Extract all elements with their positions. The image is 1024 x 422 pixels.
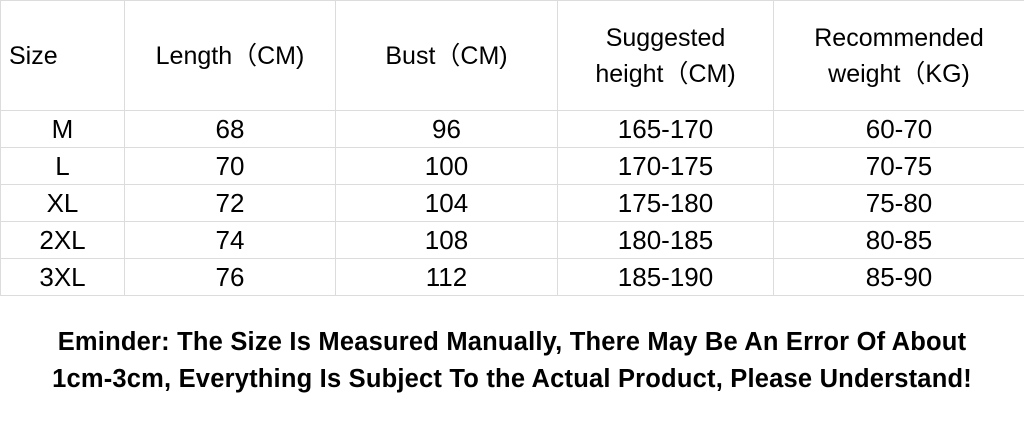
header-size: Size <box>0 0 125 111</box>
header-weight-line1: Recommended <box>814 23 984 52</box>
cell-weight: 85-90 <box>773 258 1024 296</box>
cell-bust: 100 <box>335 147 558 185</box>
table-row: 2XL 74 108 180-185 80-85 <box>0 221 1024 259</box>
table-row: M 68 96 165-170 60-70 <box>0 110 1024 148</box>
cell-bust: 112 <box>335 258 558 296</box>
cell-length: 74 <box>124 221 336 259</box>
cell-weight: 60-70 <box>773 110 1024 148</box>
header-weight: Recommended weight（KG) <box>773 0 1024 111</box>
cell-size: 2XL <box>0 221 125 259</box>
cell-size: L <box>0 147 125 185</box>
cell-weight: 70-75 <box>773 147 1024 185</box>
cell-length: 76 <box>124 258 336 296</box>
cell-size: XL <box>0 184 125 222</box>
cell-weight: 80-85 <box>773 221 1024 259</box>
header-length: Length（CM) <box>124 0 336 111</box>
note-line-2: 1cm-3cm, Everything Is Subject To the Ac… <box>52 365 972 393</box>
cell-height: 165-170 <box>557 110 774 148</box>
header-height: Suggested height（CM) <box>557 0 774 111</box>
size-chart-table: Size Length（CM) Bust（CM) Suggested height… <box>0 0 1024 296</box>
table-row: 3XL 76 112 185-190 85-90 <box>0 258 1024 296</box>
measurement-note: Eminder: The Size Is Measured Manually, … <box>0 324 1024 398</box>
header-weight-line2: weight（KG) <box>828 59 970 88</box>
note-line-1: Eminder: The Size Is Measured Manually, … <box>57 328 967 356</box>
cell-height: 175-180 <box>557 184 774 222</box>
cell-weight: 75-80 <box>773 184 1024 222</box>
table-row: L 70 100 170-175 70-75 <box>0 147 1024 185</box>
cell-length: 72 <box>124 184 336 222</box>
cell-bust: 96 <box>335 110 558 148</box>
table-row: XL 72 104 175-180 75-80 <box>0 184 1024 222</box>
cell-size: 3XL <box>0 258 125 296</box>
cell-height: 170-175 <box>557 147 774 185</box>
cell-height: 180-185 <box>557 221 774 259</box>
cell-bust: 108 <box>335 221 558 259</box>
header-row: Size Length（CM) Bust（CM) Suggested height… <box>0 0 1024 111</box>
header-height-line1: Suggested <box>605 23 726 52</box>
cell-size: M <box>0 110 125 148</box>
cell-length: 70 <box>124 147 336 185</box>
cell-bust: 104 <box>335 184 558 222</box>
cell-height: 185-190 <box>557 258 774 296</box>
cell-length: 68 <box>124 110 336 148</box>
header-height-line2: height（CM) <box>595 59 736 88</box>
header-bust: Bust（CM) <box>335 0 558 111</box>
